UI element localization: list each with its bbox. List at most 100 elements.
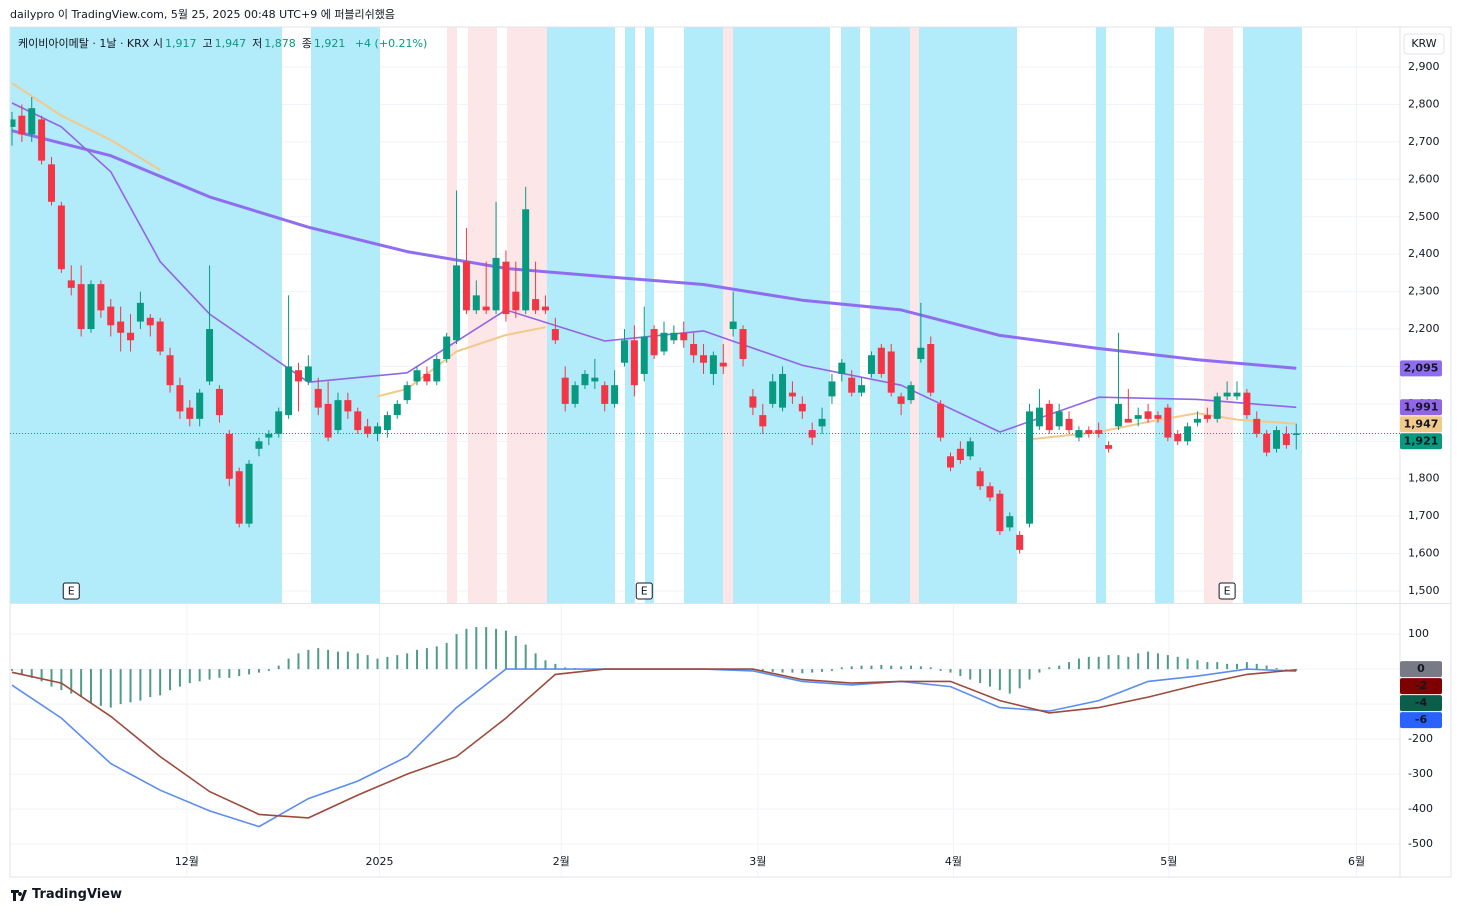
candle-body	[581, 373, 589, 386]
candle-body	[492, 257, 500, 311]
candle-body	[344, 400, 352, 412]
candle-body	[867, 355, 875, 374]
candle-body	[630, 340, 638, 386]
ohlc-value: 1,921	[313, 37, 346, 50]
candle-body	[601, 385, 609, 404]
signal-band	[447, 27, 457, 603]
candle-body	[245, 463, 253, 524]
candle-body	[433, 358, 441, 382]
publisher-note: dailypro 이 TradingView.com, 5월 25, 2025 …	[10, 8, 396, 21]
ohlc-value: 1,917	[164, 37, 197, 50]
y-tick-label: 2,300	[1408, 285, 1440, 298]
x-tick-label: 6월	[1348, 855, 1365, 868]
candle-body	[986, 486, 994, 498]
ohlc-label: 시	[152, 37, 163, 50]
candle-body	[18, 115, 26, 135]
signal-band	[507, 27, 547, 603]
signal-band	[910, 27, 919, 603]
indicator-line	[11, 668, 1297, 819]
candle-body	[47, 164, 55, 202]
candle-body	[798, 403, 806, 412]
candle-body	[176, 385, 184, 412]
y-tick-label: 2,600	[1408, 172, 1440, 185]
candle-body	[1026, 411, 1034, 524]
candle-body	[265, 433, 273, 438]
candle-body	[107, 306, 115, 326]
candle-body	[976, 471, 984, 487]
candle-body	[1203, 415, 1211, 419]
candle-body	[482, 306, 490, 311]
candle-body	[1055, 411, 1063, 427]
candle-body	[1292, 433, 1300, 435]
signal-band	[547, 27, 615, 603]
candle-body	[215, 388, 223, 416]
candle-body	[77, 284, 85, 330]
candle-body	[156, 321, 164, 352]
candle-body	[1144, 411, 1152, 419]
signal-band	[841, 27, 860, 603]
candle-body	[364, 426, 372, 434]
candle-body	[374, 426, 382, 434]
candle-body	[1016, 534, 1024, 550]
signal-band	[311, 27, 380, 603]
change: +4 (+0.21%)	[354, 37, 428, 50]
candle-body	[1213, 396, 1221, 419]
currency: KRW	[1411, 37, 1436, 50]
candle-body	[413, 370, 421, 382]
price-badge-label: -2	[1415, 679, 1427, 692]
ohlc: 시 1,917 고 1,947 저 1,878 종 1,921	[153, 37, 352, 50]
candle-body	[808, 430, 816, 438]
x-tick-label: 4월	[945, 855, 962, 868]
candle-body	[275, 411, 283, 434]
candle-body	[443, 336, 451, 359]
candle-body	[640, 336, 648, 374]
x-tick-label: 5월	[1160, 855, 1177, 868]
candle-body	[403, 385, 411, 401]
candle-body	[196, 392, 204, 419]
earnings-label: E	[1224, 585, 1231, 598]
y-tick-label: 1,700	[1408, 509, 1440, 522]
price-badge-label: -4	[1415, 696, 1428, 709]
macd-pane	[10, 627, 1298, 828]
candle-body	[848, 377, 856, 393]
candle-body	[1263, 433, 1271, 453]
candle-body	[729, 321, 737, 330]
candle-body	[1085, 430, 1093, 434]
candle-body	[1006, 516, 1014, 528]
price-badge	[1400, 399, 1442, 416]
candle-body	[512, 291, 520, 311]
candle-body	[611, 385, 619, 404]
candle-body	[858, 385, 866, 393]
candle-body	[38, 119, 46, 161]
candle-body	[97, 284, 105, 311]
candle-body	[739, 329, 747, 359]
candle-body	[1273, 430, 1281, 449]
candle-body	[502, 261, 510, 315]
indicator-line	[11, 129, 1297, 370]
y-tick-label: -400	[1408, 802, 1433, 815]
x-tick-label: 2월	[553, 855, 570, 868]
y-tick-label: 2,900	[1408, 60, 1440, 73]
candle-body	[304, 366, 312, 382]
candle-body	[551, 329, 559, 341]
ohlc-label: 고	[202, 37, 213, 50]
y-tick-label: 2,800	[1408, 97, 1440, 110]
x-tick-label: 3월	[749, 855, 766, 868]
candle-body	[1095, 430, 1103, 434]
earnings-marker	[62, 582, 80, 600]
price-badge	[1400, 695, 1442, 712]
candle-body	[1233, 392, 1241, 397]
candle-body	[472, 295, 480, 311]
candle-body	[235, 471, 243, 524]
symbol: 케이비아이메탈 · 1날 · KRX	[18, 37, 150, 50]
candle-body	[561, 377, 569, 404]
candle-body	[828, 381, 836, 397]
y-tick-label: 1,500	[1408, 584, 1440, 597]
candle-body	[453, 265, 461, 341]
ohlc-value: 1,878	[264, 37, 296, 50]
candle-body	[966, 441, 974, 457]
price-badge-label: 1,921	[1404, 434, 1439, 447]
candle-body	[759, 415, 767, 427]
signal-band	[684, 27, 723, 603]
